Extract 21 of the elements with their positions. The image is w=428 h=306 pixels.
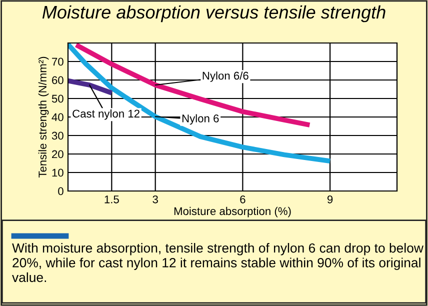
- y-tick-label: 10: [52, 168, 64, 177]
- y-tick-label: 40: [52, 113, 64, 122]
- y-tick-label: 60: [52, 76, 64, 84]
- y-tick-label: 30: [52, 132, 64, 140]
- x-tick-label: 6: [240, 195, 246, 204]
- chart-title: Moisture absorption versus tensile strength: [42, 5, 386, 22]
- y-tick-label: 20: [52, 150, 64, 158]
- series-label: Nylon 6/6: [202, 71, 248, 82]
- y-axis-title: Tensile strength (N/mm²): [38, 56, 49, 178]
- line-series: [74, 43, 312, 128]
- x-tick-label: 3: [152, 195, 158, 204]
- y-tick-label: 70: [52, 58, 64, 66]
- x-tick-label: 9: [327, 195, 333, 204]
- series-label: Nylon 6: [182, 114, 219, 125]
- text: With moisture absorption, tensile strength of nylon 6 can drop to below 20%, while for cast nylon 12 it remains stable within 90% of its original value.: [12, 243, 424, 282]
- x-tick-label: 1.5: [104, 196, 119, 204]
- y-tick-label: 0: [58, 187, 64, 196]
- y-tick-label: 50: [52, 94, 64, 103]
- text: Cast nylon 12: [72, 109, 140, 120]
- x-axis-title: Moisture absorption (%): [174, 206, 291, 218]
- line-series: [68, 43, 332, 164]
